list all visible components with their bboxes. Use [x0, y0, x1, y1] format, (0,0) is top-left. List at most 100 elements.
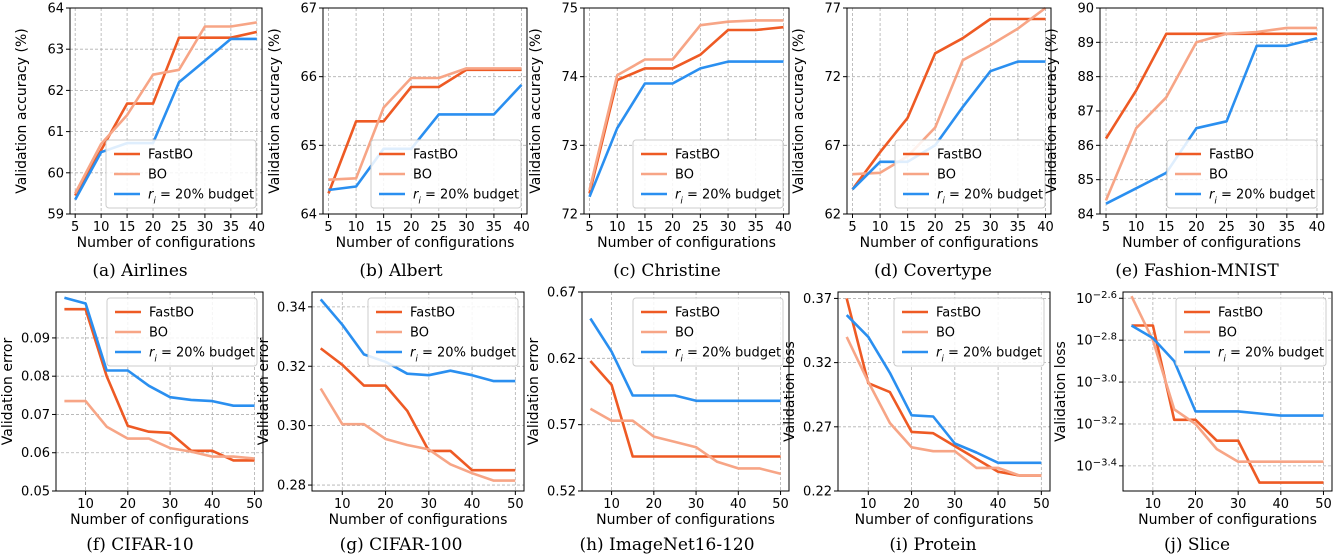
- subplot-caption: (j) Slice: [1164, 535, 1230, 555]
- x-axis-label: Number of configurations: [596, 512, 775, 528]
- legend: FastBO BO ri = 20% budget: [632, 139, 784, 209]
- x-tick-label: 20: [120, 497, 137, 512]
- series-line-r20: [851, 60, 1046, 191]
- y-axis-label: Validation loss: [1053, 341, 1069, 442]
- series-line-fastbo: [327, 68, 522, 194]
- legend: FastBO BO ri = 20% budget: [367, 297, 519, 367]
- x-tick-label: 15: [375, 220, 392, 235]
- y-tick-label: 75: [561, 2, 578, 17]
- x-tick-label: 10: [609, 220, 626, 235]
- plot-frame: [311, 291, 525, 492]
- legend-label: FastBO: [148, 148, 193, 163]
- x-axis-label: Number of configurations: [336, 235, 515, 251]
- y-tick-label: 86: [1077, 139, 1094, 154]
- x-tick-label: 30: [947, 497, 964, 512]
- legend-label: FastBO: [1209, 148, 1254, 163]
- series-line-r20: [1105, 36, 1318, 205]
- x-tick-label: 30: [720, 220, 737, 235]
- x-tick-label: 30: [197, 220, 214, 235]
- y-tick-label: 0.28: [277, 479, 306, 494]
- y-tick-label: 63: [47, 43, 64, 58]
- y-tick-label: 0.32: [803, 356, 832, 371]
- subplot-caption: (i) Protein: [889, 535, 976, 555]
- series-line-r20: [589, 317, 781, 403]
- x-tick-label: 40: [464, 497, 481, 512]
- legend-label: ri = 20% budget: [149, 346, 255, 365]
- y-axis-label: Validation error: [526, 338, 542, 446]
- plot-frame: [581, 291, 790, 492]
- x-tick-label: 40: [1273, 497, 1290, 512]
- y-tick-label: 0.05: [21, 485, 50, 500]
- y-tick-label: 10−3.2: [1076, 415, 1117, 433]
- subplot-7: 10 20 30 40 50 0.28 0.30 0.32 0.34 Number of conf…: [256, 291, 525, 555]
- y-axis-label: Validation accuracy (%): [528, 28, 544, 193]
- y-axis-label: Validation error: [256, 338, 272, 446]
- y-tick-label: 10−3.4: [1076, 457, 1117, 475]
- x-tick-label: 25: [431, 220, 448, 235]
- y-axis-label: Validation loss: [782, 341, 798, 442]
- x-tick-label: 50: [1315, 497, 1332, 512]
- y-axis-label: Validation accuracy (%): [791, 28, 807, 193]
- y-tick-label: 74: [561, 70, 578, 85]
- y-tick-label: 0.07: [21, 408, 50, 423]
- x-tick-label: 35: [486, 220, 503, 235]
- x-axis-label: Number of configurations: [855, 512, 1034, 528]
- y-tick-label: 65: [300, 139, 317, 154]
- y-tick-label: 64: [300, 208, 317, 223]
- y-tick-label: 72: [561, 208, 578, 223]
- x-tick-label: 15: [899, 220, 916, 235]
- x-tick-label: 40: [775, 220, 792, 235]
- legend: FastBO BO ri = 20% budget: [1175, 297, 1327, 367]
- x-tick-label: 40: [249, 220, 266, 235]
- legend-label: ri = 20% budget: [675, 188, 781, 207]
- x-tick-label: 10: [348, 220, 365, 235]
- subplot-3: 5 10 15 20 25 30 35 40 72 73 74 75 Number of configu…: [528, 2, 792, 282]
- legend-label: BO: [413, 168, 432, 183]
- legend-box: [370, 139, 522, 209]
- x-tick-label: 20: [1188, 220, 1205, 235]
- y-tick-label: 85: [1077, 173, 1094, 188]
- legend: FastBO BO ri = 20% budget: [370, 139, 522, 209]
- series-line-fastbo: [588, 25, 784, 194]
- x-tick-label: 25: [692, 220, 709, 235]
- y-axis-label: Validation accuracy (%): [1044, 28, 1060, 193]
- x-tick-label: 15: [1158, 220, 1175, 235]
- y-tick-label: 89: [1077, 36, 1094, 51]
- x-tick-label: 25: [171, 220, 188, 235]
- x-tick-label: 35: [747, 220, 764, 235]
- legend-label: BO: [675, 326, 694, 341]
- subplot-caption: (f) CIFAR-10: [86, 535, 193, 555]
- x-tick-label: 50: [246, 497, 263, 512]
- legend-box: [106, 297, 258, 367]
- plot-frame: [69, 7, 263, 215]
- y-tick-label: 0.32: [277, 360, 306, 375]
- y-tick-label: 0.52: [547, 485, 576, 500]
- x-tick-label: 10: [1145, 497, 1162, 512]
- x-tick-label: 10: [1128, 220, 1145, 235]
- legend-label: FastBO: [149, 306, 194, 321]
- y-tick-label: 0.06: [21, 446, 50, 461]
- series-line-r20: [1130, 324, 1324, 417]
- x-tick-label: 40: [1037, 220, 1054, 235]
- legend-label: ri = 20% budget: [413, 188, 519, 207]
- subplot-9: 10 20 30 40 50 0.22 0.27 0.32 0.37 Number of conf…: [782, 291, 1051, 555]
- plot-frame: [837, 291, 1051, 492]
- series-line-r20: [64, 296, 255, 408]
- series-line-fastbo: [589, 360, 781, 458]
- series-line-bo: [74, 21, 258, 195]
- legend-box: [367, 297, 519, 367]
- series-line-r20: [319, 298, 516, 383]
- legend-label: ri = 20% budget: [936, 346, 1042, 365]
- x-tick-label: 40: [990, 497, 1007, 512]
- subplot-4: 5 10 15 20 25 30 35 40 62 67 72 77 Number of configu…: [791, 2, 1054, 282]
- subplot-caption: (g) CIFAR-100: [340, 535, 463, 555]
- y-tick-label: 72: [824, 70, 841, 85]
- x-tick-label: 30: [162, 497, 179, 512]
- series-line-fastbo: [1104, 32, 1317, 140]
- x-tick-label: 20: [664, 220, 681, 235]
- legend-label: ri = 20% budget: [1209, 188, 1315, 207]
- legend-label: FastBO: [413, 148, 458, 163]
- legend-label: ri = 20% budget: [675, 346, 781, 365]
- x-tick-label: 20: [377, 497, 394, 512]
